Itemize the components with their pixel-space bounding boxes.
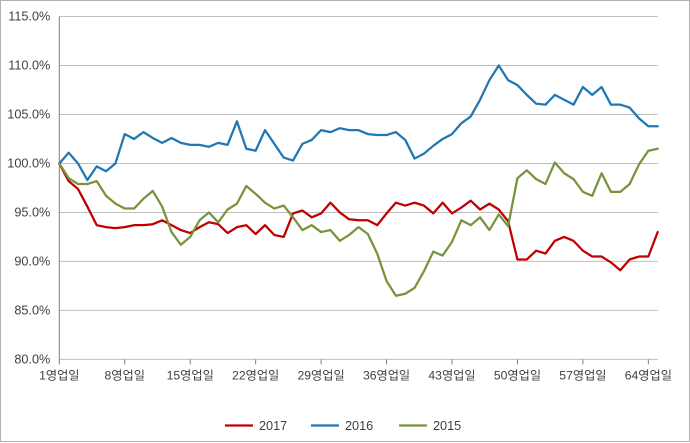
svg-text:80.0%: 80.0% xyxy=(14,352,50,366)
svg-text:2017: 2017 xyxy=(259,419,287,433)
svg-text:2015: 2015 xyxy=(433,419,461,433)
svg-text:57영업일: 57영업일 xyxy=(559,368,606,382)
svg-text:115.0%: 115.0% xyxy=(8,10,50,24)
svg-text:43영업일: 43영업일 xyxy=(428,368,475,382)
svg-text:22영업일: 22영업일 xyxy=(232,368,279,382)
svg-text:105.0%: 105.0% xyxy=(7,107,50,121)
svg-text:8영업일: 8영업일 xyxy=(105,368,145,382)
svg-text:15영업일: 15영업일 xyxy=(167,368,214,382)
svg-text:100.0%: 100.0% xyxy=(7,156,50,170)
svg-text:95.0%: 95.0% xyxy=(14,205,50,219)
svg-text:50영업일: 50영업일 xyxy=(494,368,541,382)
svg-text:90.0%: 90.0% xyxy=(14,254,50,268)
svg-text:36영업일: 36영업일 xyxy=(363,368,410,382)
svg-text:1영업일: 1영업일 xyxy=(39,368,79,382)
svg-text:2016: 2016 xyxy=(345,419,373,433)
svg-text:64영업일: 64영업일 xyxy=(625,368,672,382)
svg-text:110.0%: 110.0% xyxy=(8,58,50,72)
svg-text:29영업일: 29영업일 xyxy=(297,368,344,382)
svg-text:85.0%: 85.0% xyxy=(14,303,50,317)
